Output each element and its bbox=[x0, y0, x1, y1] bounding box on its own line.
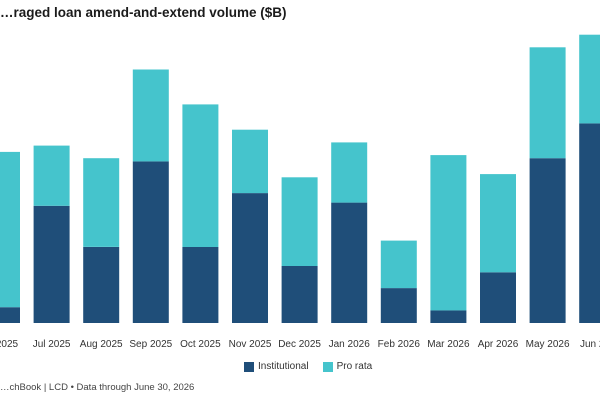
x-tick-label: Feb 2026 bbox=[378, 339, 421, 350]
bar-pro-rata-6 bbox=[281, 177, 318, 266]
bar-pro-rata-0 bbox=[0, 151, 20, 308]
legend-label-institutional: Institutional bbox=[258, 361, 309, 372]
x-tick-labels: …2025 Jul 2025 Aug 2025 Sep 2025 Oct 2025 Nov… bbox=[0, 339, 600, 350]
x-tick-label: Mar 2026 bbox=[427, 339, 470, 350]
bar-pro-rata-10 bbox=[480, 174, 516, 273]
bar-institutional-6 bbox=[281, 266, 318, 323]
legend: Institutional Pro rata bbox=[244, 361, 372, 372]
bar-institutional-2 bbox=[83, 247, 120, 323]
bar-institutional-12 bbox=[579, 123, 600, 324]
bar-institutional-8 bbox=[380, 288, 417, 323]
legend-swatch-institutional bbox=[244, 361, 254, 372]
bar-institutional-0 bbox=[0, 307, 20, 323]
x-tick-label: Jul 2025 bbox=[33, 339, 71, 350]
x-tick-label: Oct 2025 bbox=[180, 339, 221, 350]
legend-item-institutional: Institutional bbox=[244, 361, 309, 372]
bar-pro-rata-8 bbox=[380, 240, 417, 289]
bar-pro-rata-9 bbox=[430, 155, 467, 311]
bar-institutional-11 bbox=[529, 158, 566, 323]
x-tick-label: …2025 bbox=[0, 339, 19, 350]
legend-label-pro-rata: Pro rata bbox=[336, 361, 373, 372]
x-tick-label: Apr 2026 bbox=[478, 339, 519, 350]
bar-pro-rata-1 bbox=[33, 145, 70, 206]
x-tick-label: Dec 2025 bbox=[278, 339, 321, 350]
bar-pro-rata-3 bbox=[132, 69, 169, 162]
bar-pro-rata-11 bbox=[529, 47, 566, 159]
bars-layer bbox=[0, 34, 600, 324]
bar-institutional-3 bbox=[132, 161, 169, 323]
bar-institutional-9 bbox=[430, 310, 467, 323]
bar-pro-rata-5 bbox=[232, 129, 268, 194]
x-tick-label: Jun 2… bbox=[580, 339, 600, 350]
chart-title: …raged loan amend-and-extend volume ($B) bbox=[0, 5, 287, 20]
x-tick-label: Jan 2026 bbox=[329, 339, 371, 350]
bar-institutional-10 bbox=[480, 272, 516, 323]
bar-institutional-7 bbox=[331, 202, 368, 323]
bar-pro-rata-4 bbox=[182, 104, 219, 248]
legend-item-pro-rata: Pro rata bbox=[322, 361, 373, 372]
legend-swatch-pro-rata bbox=[322, 361, 333, 372]
bar-institutional-5 bbox=[232, 193, 268, 323]
bar-pro-rata-12 bbox=[579, 34, 600, 124]
bar-institutional-4 bbox=[182, 247, 219, 323]
bar-pro-rata-7 bbox=[331, 142, 368, 203]
x-tick-label: May 2026 bbox=[526, 339, 570, 350]
bar-pro-rata-2 bbox=[83, 158, 120, 247]
source-note: …chBook | LCD • Data through June 30, 20… bbox=[0, 382, 195, 393]
x-tick-label: Nov 2025 bbox=[229, 339, 272, 350]
bar-institutional-1 bbox=[33, 205, 70, 323]
x-tick-label: Aug 2025 bbox=[80, 339, 123, 350]
x-tick-label: Sep 2025 bbox=[129, 339, 172, 350]
